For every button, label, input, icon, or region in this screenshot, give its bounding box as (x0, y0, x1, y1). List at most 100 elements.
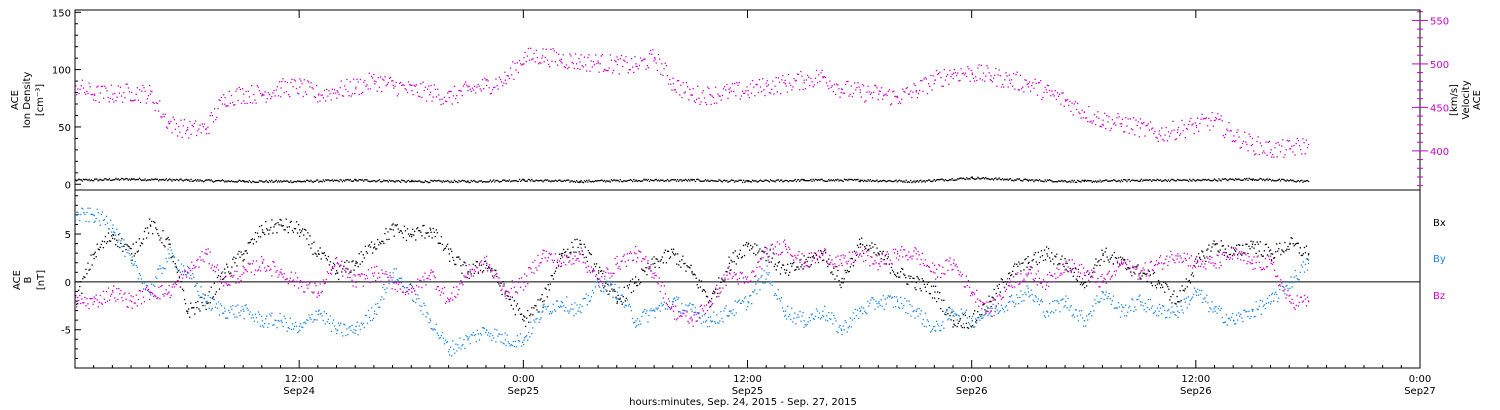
bx-point (1150, 282, 1153, 284)
by-point (1166, 316, 1168, 319)
density-point (1232, 179, 1235, 181)
bx-point (359, 263, 361, 265)
bx-point (476, 261, 479, 263)
velocity-point (1137, 121, 1139, 123)
bx-point (1013, 265, 1015, 267)
bx-point (775, 269, 778, 271)
density-point (561, 180, 563, 183)
bx-point (901, 267, 903, 270)
by-point (212, 298, 214, 301)
by-point (1194, 290, 1197, 292)
bx-point (552, 278, 555, 280)
by-point (1288, 281, 1290, 283)
velocity-point (484, 77, 486, 79)
bx-point (1046, 255, 1049, 257)
density-point (968, 178, 970, 180)
velocity-point (504, 71, 506, 73)
density-point (825, 180, 828, 182)
bx-point (580, 243, 582, 245)
bx-point (917, 277, 919, 279)
velocity-point (428, 85, 430, 87)
density-point (283, 180, 285, 182)
bx-point (903, 273, 905, 275)
velocity-point (254, 99, 256, 101)
density-point (375, 181, 377, 183)
by-point (365, 314, 368, 317)
by-point (820, 316, 823, 319)
density-point (1300, 179, 1302, 182)
density-point (583, 180, 586, 182)
bx-point (827, 265, 829, 268)
density-point (107, 179, 109, 181)
velocity-point (347, 90, 349, 93)
bx-point (1156, 283, 1159, 285)
bx-point (604, 285, 606, 287)
velocity-point (673, 89, 675, 91)
by-point (831, 312, 833, 314)
density-point (636, 180, 638, 183)
density-point (933, 178, 935, 181)
by-point (1186, 307, 1188, 309)
density-point (1214, 179, 1217, 181)
bx-point (237, 253, 239, 255)
bx-point (518, 307, 521, 310)
by-point (748, 295, 751, 297)
by-point (93, 221, 95, 223)
density-point (532, 180, 534, 182)
velocity-point (1139, 127, 1142, 129)
velocity-point (518, 59, 521, 62)
bx-point (84, 276, 86, 279)
velocity-point (330, 99, 332, 101)
density-point (720, 180, 722, 182)
by-point (263, 326, 265, 328)
by-point (330, 330, 333, 333)
bx-point (383, 242, 385, 244)
velocity-point (1205, 117, 1208, 119)
by-point (580, 312, 582, 314)
by-point (1050, 312, 1052, 314)
velocity-point (593, 64, 596, 66)
velocity-point (218, 99, 220, 101)
velocity-point (818, 74, 820, 76)
bx-point (703, 289, 706, 291)
by-point (1089, 312, 1091, 315)
bx-point (713, 290, 715, 293)
bx-point (1168, 288, 1170, 290)
velocity-point (1244, 131, 1246, 133)
density-point (523, 178, 525, 181)
bx-point (253, 238, 256, 241)
bx-point (145, 237, 148, 239)
density-point (1040, 180, 1042, 182)
velocity-point (598, 62, 600, 64)
density-point (87, 179, 89, 182)
velocity-point (994, 74, 996, 77)
by-point (1255, 301, 1257, 303)
velocity-point (1223, 136, 1226, 139)
bx-point (548, 289, 550, 291)
density-point (1043, 181, 1045, 183)
density-point (749, 181, 752, 183)
by-point (217, 301, 220, 303)
bx-point (95, 256, 97, 258)
density-point (337, 179, 339, 182)
density-point (1000, 179, 1003, 181)
velocity-point (949, 69, 951, 72)
density-point (1302, 181, 1304, 183)
velocity-point (134, 99, 136, 101)
bx-point (1196, 261, 1199, 263)
by-point (1183, 298, 1185, 300)
bx-point (717, 292, 719, 295)
bx-point (551, 274, 554, 277)
density-point (1103, 179, 1106, 182)
velocity-point (620, 54, 623, 57)
velocity-point (860, 96, 863, 98)
velocity-point (611, 72, 614, 74)
bx-point (733, 261, 735, 263)
bx-point (984, 309, 986, 311)
velocity-point (521, 64, 523, 66)
bx-point (654, 266, 656, 268)
by-point (235, 305, 237, 307)
by-point (681, 303, 683, 305)
velocity-point (1040, 79, 1042, 82)
velocity-point (952, 72, 955, 74)
